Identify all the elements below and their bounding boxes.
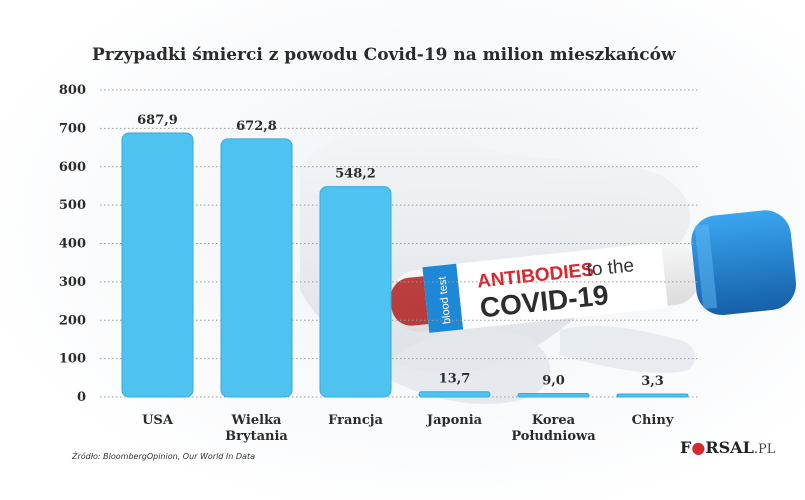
category-label-line: Francja — [328, 413, 383, 428]
brand-logo: F●RSAL.PL — [680, 438, 776, 457]
category-label-line: USA — [142, 413, 174, 428]
value-label: 13,7 — [439, 372, 471, 387]
category-label: Wielka Brytania — [225, 413, 288, 444]
category-label-line: Wielka — [231, 413, 283, 428]
category-label-line: Południowa — [511, 429, 596, 444]
bar — [220, 138, 293, 398]
y-tick-label: 800 — [59, 83, 86, 98]
category-label: USA — [142, 413, 174, 428]
category-label: Korea Południowa — [511, 413, 596, 444]
y-tick-label: 0 — [77, 390, 86, 405]
y-tick-label: 500 — [59, 198, 86, 213]
category-label-line: Chiny — [632, 413, 674, 428]
value-labels: 687,9 672,8 548,2 13,7 9,0 3,3 — [137, 113, 664, 389]
y-tick-label: 600 — [59, 160, 86, 175]
y-tick-label: 400 — [59, 237, 86, 252]
value-label: 548,2 — [335, 167, 376, 182]
value-label: 687,9 — [137, 113, 178, 128]
bar — [418, 391, 491, 398]
category-labels: USA Wielka Brytania Francja Japonia Korea Połu… — [142, 413, 674, 444]
y-axis-ticks: 800 700 600 500 400 300 200 100 0 — [59, 83, 86, 405]
y-tick-label: 300 — [59, 275, 86, 290]
category-label: Chiny — [632, 413, 674, 428]
bar — [319, 186, 392, 398]
y-tick-label: 100 — [59, 352, 86, 367]
tube-label-rest: to the — [586, 255, 635, 281]
bars — [121, 132, 689, 398]
tube-side-label: blood test — [437, 276, 454, 325]
source-note: Źródło: BloombergOpinion, Our World In D… — [71, 450, 255, 461]
bar — [616, 393, 689, 398]
gridlines — [100, 89, 700, 398]
y-tick-label: 700 — [59, 121, 86, 136]
category-label-line: Brytania — [225, 429, 288, 444]
value-label: 9,0 — [542, 374, 565, 389]
category-label-line: Japonia — [426, 413, 483, 428]
value-label: 3,3 — [641, 374, 664, 389]
bar — [517, 393, 590, 398]
value-label: 672,8 — [236, 119, 277, 134]
test-tube-icon: blood test ANTIBODIES to the COVID-19 — [390, 210, 797, 333]
category-label: Japonia — [426, 413, 483, 428]
category-label-line: Korea — [532, 413, 576, 428]
chart-title: Przypadki śmierci z powodu Covid-19 na m… — [92, 45, 676, 65]
bar — [121, 132, 194, 398]
category-label: Francja — [328, 413, 383, 428]
y-tick-label: 200 — [59, 313, 86, 328]
